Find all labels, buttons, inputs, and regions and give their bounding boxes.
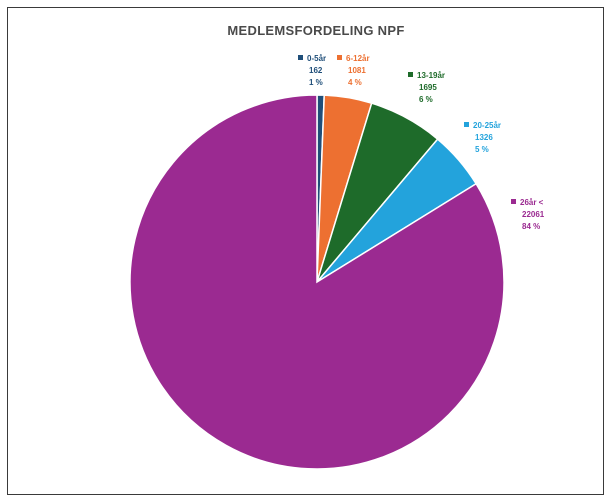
slice-label-percent: 84 % xyxy=(522,222,540,231)
slice-label-value: 162 xyxy=(309,66,323,75)
slice-labels: 0-5år 162 1 % 6-12år 1081 4 % 13-19år 1695 6 % 20… xyxy=(298,54,545,231)
legend-swatch xyxy=(464,122,469,127)
pie-slice-26-r- xyxy=(129,94,505,470)
legend-swatch xyxy=(408,72,413,77)
slice-label-value: 1326 xyxy=(475,133,493,142)
legend-swatch xyxy=(511,199,516,204)
slice-label-category: 26år < xyxy=(520,198,544,207)
slice-label-group: 26år < 22061 84 % xyxy=(511,198,545,231)
pie-slices xyxy=(129,94,505,470)
slice-label-percent: 4 % xyxy=(348,78,362,87)
chart-title: MEDLEMSFORDELING NPF xyxy=(227,23,404,38)
slice-label-category: 20-25år xyxy=(473,121,501,130)
slice-label-value: 1081 xyxy=(348,66,366,75)
slice-label-percent: 6 % xyxy=(419,95,433,104)
slice-label-percent: 5 % xyxy=(475,145,489,154)
slice-label-group: 0-5år 162 1 % xyxy=(298,54,326,87)
slice-label-value: 1695 xyxy=(419,83,437,92)
slice-label-category: 0-5år xyxy=(307,54,326,63)
slice-label-category: 13-19år xyxy=(417,71,445,80)
slice-label-percent: 1 % xyxy=(309,78,323,87)
slice-label-value: 22061 xyxy=(522,210,545,219)
legend-swatch xyxy=(337,55,342,60)
legend-swatch xyxy=(298,55,303,60)
slice-label-group: 13-19år 1695 6 % xyxy=(408,71,445,104)
slice-label-group: 20-25år 1326 5 % xyxy=(464,121,501,154)
slice-label-category: 6-12år xyxy=(346,54,370,63)
slice-label-group: 6-12år 1081 4 % xyxy=(337,54,370,87)
